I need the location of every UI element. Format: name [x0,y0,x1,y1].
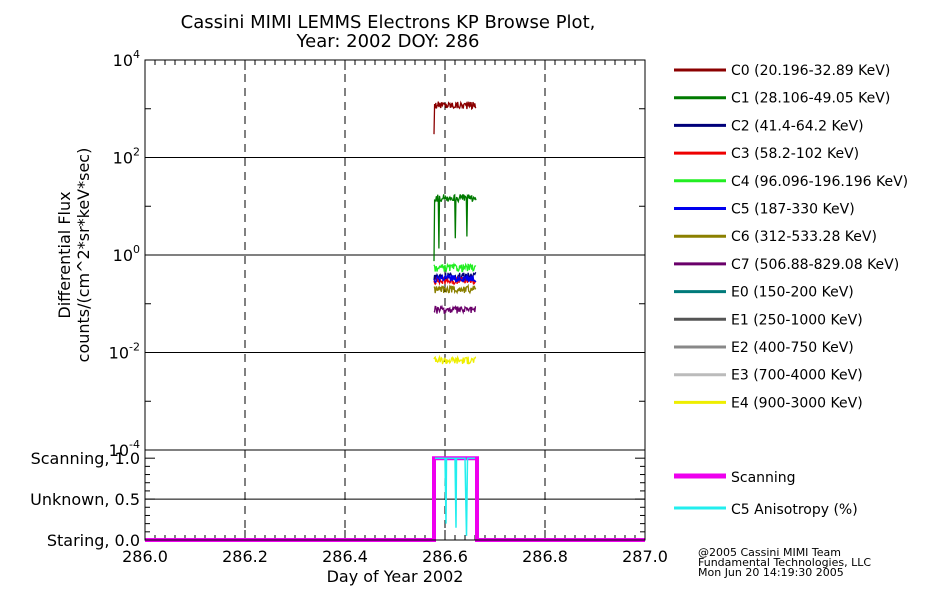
legend-label: C5 Anisotropy (%) [731,502,858,518]
legend-label: E4 (900-3000 KeV) [731,395,863,411]
legend-label: C3 (58.2-102 KeV) [731,146,859,162]
x-tick-label: 286.0 [122,547,168,566]
x-tick-label: 287.0 [622,547,668,566]
x-axis-label: Day of Year 2002 [327,567,464,586]
legend-label: C4 (96.096-196.196 KeV) [731,174,908,190]
chart-title: Cassini MIMI LEMMS Electrons KP Browse P… [181,12,596,33]
y-tick-label: 102 [113,146,140,168]
credit-line: @2005 Cassini MIMI Team [698,546,841,559]
legend-label: C7 (506.88-829.08 KeV) [731,257,899,273]
scan-plot-frame [144,449,646,541]
data-series-line [433,100,477,135]
y-tick-label: Staring, 0.0 [47,531,140,550]
data-series-line [433,304,477,315]
x-tick-label: 286.6 [422,547,468,566]
legend: C0 (20.196-32.89 KeV) C1 (28.106-49.05 Ke… [674,63,908,411]
scan-y-tick-labels: Scanning, 1.0 Unknown, 0.5 Staring, 0.0 [30,449,140,550]
x-tick-label: 286.4 [322,547,368,566]
credit-line: Mon Jun 20 14:19:30 2005 [698,566,844,579]
legend-label: E0 (150-200 KeV) [731,285,854,301]
legend-label: E2 (400-750 KeV) [731,340,854,356]
data-series-line [433,273,477,284]
data-series-line [433,193,477,262]
chart-subtitle: Year: 2002 DOY: 286 [296,31,480,52]
x-tick-label: 286.8 [522,547,568,566]
legend-label: C2 (41.4-64.2 KeV) [731,118,864,134]
scan-legend: Scanning C5 Anisotropy (%) [674,470,858,518]
y-tick-label: 10-2 [109,341,140,363]
flux-series [433,100,477,365]
legend-label: C6 (312-533.28 KeV) [731,229,877,245]
credits: @2005 Cassini MIMI Team Fundamental Tech… [698,546,871,579]
scan-grid [144,450,646,541]
legend-label: Scanning [731,470,796,486]
y-axis-units: counts/(cm^2*sr*keV*sec) [74,148,93,363]
y-tick-label: 100 [113,243,140,265]
y-axis-label: Differential Flux [55,191,74,318]
y-tick-label: Scanning, 1.0 [31,449,140,468]
flux-grid [144,59,646,451]
legend-label: C1 (28.106-49.05 KeV) [731,91,890,107]
legend-label: C0 (20.196-32.89 KeV) [731,63,890,79]
flux-y-tick-labels: 104 102 100 10-2 10-4 [109,48,140,460]
y-tick-label: Unknown, 0.5 [30,490,140,509]
flux-panel: 104 102 100 10-2 10-4 Differential Flux coun… [55,48,646,460]
legend-label: E3 (700-4000 KeV) [731,368,863,384]
data-series-line [433,262,477,273]
y-tick-label: 10-4 [109,438,140,460]
credit-line: Fundamental Technologies, LLC [698,556,871,569]
data-series-line [433,283,477,295]
legend-label: E1 (250-1000 KeV) [731,312,863,328]
data-series-line [433,271,477,282]
x-tick-labels: 286.0 286.2 286.4 286.6 286.8 287.0 [122,547,668,566]
scan-panel: Scanning, 1.0 Unknown, 0.5 Staring, 0.0 28… [30,449,668,586]
x-tick-label: 286.2 [222,547,268,566]
data-series-line [435,457,475,536]
y-tick-label: 104 [113,48,140,70]
data-series-line [433,354,477,365]
legend-label: C5 (187-330 KeV) [731,202,855,218]
